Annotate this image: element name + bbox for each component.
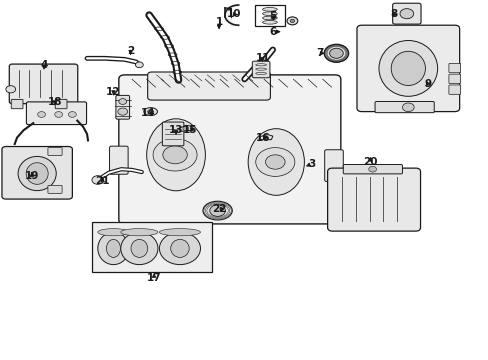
Circle shape	[68, 112, 76, 117]
Ellipse shape	[247, 129, 304, 195]
Text: 5: 5	[269, 11, 276, 21]
Circle shape	[153, 139, 197, 171]
Ellipse shape	[390, 51, 425, 85]
Ellipse shape	[262, 21, 277, 24]
Text: 11: 11	[255, 53, 269, 63]
Ellipse shape	[26, 163, 48, 184]
FancyBboxPatch shape	[356, 25, 459, 112]
FancyBboxPatch shape	[327, 168, 420, 231]
Text: 10: 10	[226, 9, 241, 19]
Circle shape	[265, 155, 285, 169]
Text: 16: 16	[255, 132, 270, 143]
Circle shape	[402, 103, 413, 112]
FancyBboxPatch shape	[116, 95, 129, 119]
Ellipse shape	[159, 232, 200, 265]
Circle shape	[135, 62, 143, 68]
Ellipse shape	[324, 44, 348, 62]
FancyBboxPatch shape	[374, 102, 433, 113]
Ellipse shape	[170, 239, 189, 257]
Circle shape	[118, 108, 127, 115]
Ellipse shape	[329, 48, 343, 58]
Text: 19: 19	[24, 171, 39, 181]
Circle shape	[6, 86, 16, 93]
Ellipse shape	[262, 12, 277, 15]
FancyBboxPatch shape	[48, 148, 62, 156]
Circle shape	[119, 99, 126, 104]
FancyBboxPatch shape	[48, 185, 62, 193]
FancyBboxPatch shape	[2, 147, 72, 199]
Text: 1: 1	[215, 17, 222, 27]
Polygon shape	[259, 135, 272, 140]
FancyBboxPatch shape	[92, 222, 212, 272]
FancyBboxPatch shape	[11, 99, 23, 109]
Ellipse shape	[209, 205, 225, 216]
Ellipse shape	[146, 119, 205, 191]
Text: 12: 12	[106, 87, 121, 97]
Ellipse shape	[131, 239, 147, 257]
Text: 6: 6	[269, 27, 276, 37]
Ellipse shape	[147, 110, 153, 113]
Ellipse shape	[159, 229, 200, 236]
FancyBboxPatch shape	[119, 75, 340, 224]
Ellipse shape	[262, 16, 277, 20]
Circle shape	[38, 112, 45, 117]
FancyBboxPatch shape	[147, 72, 270, 100]
FancyBboxPatch shape	[392, 3, 420, 24]
Circle shape	[55, 112, 62, 117]
Text: 18: 18	[47, 96, 62, 107]
Text: 22: 22	[211, 204, 226, 214]
Text: 2: 2	[127, 46, 134, 56]
Ellipse shape	[399, 9, 413, 19]
Ellipse shape	[262, 8, 277, 11]
FancyBboxPatch shape	[55, 99, 67, 109]
Ellipse shape	[98, 232, 129, 265]
Text: 8: 8	[389, 9, 396, 19]
Text: 15: 15	[182, 125, 197, 135]
Circle shape	[183, 126, 188, 131]
Text: 3: 3	[308, 159, 315, 169]
Text: 21: 21	[95, 176, 110, 186]
Ellipse shape	[18, 156, 56, 191]
FancyBboxPatch shape	[448, 85, 460, 94]
FancyBboxPatch shape	[252, 61, 269, 78]
Circle shape	[92, 176, 103, 184]
FancyBboxPatch shape	[324, 150, 343, 181]
FancyBboxPatch shape	[162, 122, 183, 146]
Ellipse shape	[98, 229, 129, 236]
Text: 4: 4	[40, 60, 48, 70]
Ellipse shape	[121, 229, 158, 236]
Ellipse shape	[143, 108, 157, 116]
Text: 14: 14	[140, 108, 155, 118]
Ellipse shape	[106, 239, 120, 257]
Text: 9: 9	[424, 78, 430, 89]
Ellipse shape	[378, 40, 437, 96]
Text: 7: 7	[316, 48, 324, 58]
Polygon shape	[180, 125, 193, 131]
FancyBboxPatch shape	[448, 74, 460, 84]
FancyBboxPatch shape	[9, 64, 78, 104]
Text: 13: 13	[168, 125, 183, 135]
Circle shape	[163, 146, 187, 164]
Ellipse shape	[121, 232, 158, 265]
Ellipse shape	[286, 17, 297, 25]
FancyBboxPatch shape	[448, 63, 460, 73]
FancyBboxPatch shape	[109, 146, 128, 174]
Circle shape	[368, 166, 376, 172]
Ellipse shape	[290, 19, 294, 22]
FancyBboxPatch shape	[26, 102, 86, 125]
FancyBboxPatch shape	[343, 165, 402, 174]
Text: 17: 17	[146, 273, 161, 283]
Ellipse shape	[203, 201, 232, 220]
Circle shape	[255, 148, 294, 176]
Text: 20: 20	[363, 157, 377, 167]
